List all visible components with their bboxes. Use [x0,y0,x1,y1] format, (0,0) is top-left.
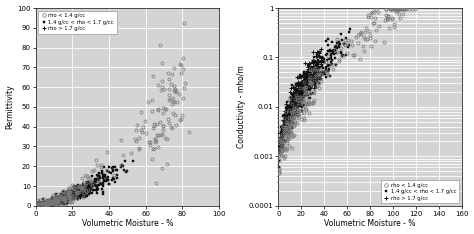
1.4 g/cc < rho < 1.7 g/cc [287,120,292,123]
1.4 g/cc < rho < 1.7 g/cc [84,189,90,192]
rho > 1.7 g/cc [293,112,299,114]
rho < 1.4 g/cc [128,152,134,155]
Legend: rho < 1.4 g/cc, 1.4 g/cc < rho < 1.7 g/cc, rho > 1.7 g/cc: rho < 1.4 g/cc, 1.4 g/cc < rho < 1.7 g/c… [38,11,117,34]
rho < 1.4 g/cc [393,8,399,11]
rho > 1.7 g/cc [283,103,289,106]
1.4 g/cc < rho < 1.7 g/cc [301,91,306,94]
rho > 1.7 g/cc [36,200,42,202]
rho < 1.4 g/cc [280,125,286,128]
1.4 g/cc < rho < 1.7 g/cc [70,191,76,194]
1.4 g/cc < rho < 1.7 g/cc [326,37,331,40]
1.4 g/cc < rho < 1.7 g/cc [122,159,128,162]
1.4 g/cc < rho < 1.7 g/cc [289,113,295,116]
rho < 1.4 g/cc [335,37,340,40]
rho > 1.7 g/cc [41,202,46,205]
Line: rho < 1.4 g/cc: rho < 1.4 g/cc [35,22,190,205]
Legend: rho < 1.4 g/cc, 1.4 g/cc < rho < 1.7 g/cc, rho > 1.7 g/cc: rho < 1.4 g/cc, 1.4 g/cc < rho < 1.7 g/c… [381,180,459,203]
1.4 g/cc < rho < 1.7 g/cc [93,180,99,183]
1.4 g/cc < rho < 1.7 g/cc [74,185,80,188]
1.4 g/cc < rho < 1.7 g/cc [90,185,95,188]
rho > 1.7 g/cc [287,104,292,107]
rho < 1.4 g/cc [42,202,48,205]
1.4 g/cc < rho < 1.7 g/cc [40,202,46,205]
1.4 g/cc < rho < 1.7 g/cc [66,195,72,198]
1.4 g/cc < rho < 1.7 g/cc [331,53,337,55]
1.4 g/cc < rho < 1.7 g/cc [40,202,46,205]
rho < 1.4 g/cc [42,202,48,205]
rho > 1.7 g/cc [37,202,43,205]
1.4 g/cc < rho < 1.7 g/cc [276,165,282,168]
rho > 1.7 g/cc [308,73,314,76]
rho < 1.4 g/cc [45,200,50,203]
1.4 g/cc < rho < 1.7 g/cc [280,144,286,146]
rho > 1.7 g/cc [68,195,74,197]
rho < 1.4 g/cc [285,122,291,125]
rho > 1.7 g/cc [318,48,324,51]
rho < 1.4 g/cc [402,8,408,11]
1.4 g/cc < rho < 1.7 g/cc [347,28,353,30]
rho > 1.7 g/cc [82,184,88,187]
rho < 1.4 g/cc [69,200,75,203]
Y-axis label: Permittivity: Permittivity [6,85,15,129]
rho < 1.4 g/cc [51,196,57,199]
rho < 1.4 g/cc [166,94,172,96]
rho < 1.4 g/cc [147,141,153,143]
rho > 1.7 g/cc [280,125,286,128]
Line: rho > 1.7 g/cc: rho > 1.7 g/cc [277,48,323,153]
rho < 1.4 g/cc [289,147,295,150]
Line: 1.4 g/cc < rho < 1.7 g/cc: 1.4 g/cc < rho < 1.7 g/cc [278,28,351,168]
rho < 1.4 g/cc [303,102,309,105]
rho < 1.4 g/cc [91,169,97,172]
rho < 1.4 g/cc [374,8,379,11]
rho > 1.7 g/cc [310,65,315,68]
rho < 1.4 g/cc [276,172,282,175]
rho > 1.7 g/cc [276,150,282,153]
1.4 g/cc < rho < 1.7 g/cc [341,43,347,46]
1.4 g/cc < rho < 1.7 g/cc [307,77,312,80]
1.4 g/cc < rho < 1.7 g/cc [36,202,41,205]
rho > 1.7 g/cc [35,202,41,205]
rho > 1.7 g/cc [86,188,92,190]
Line: rho > 1.7 g/cc: rho > 1.7 g/cc [35,184,98,205]
rho > 1.7 g/cc [52,200,57,203]
Line: 1.4 g/cc < rho < 1.7 g/cc: 1.4 g/cc < rho < 1.7 g/cc [36,160,134,205]
Y-axis label: Conductivity - mho/m: Conductivity - mho/m [237,66,246,148]
X-axis label: Volumetric Moisture - %: Volumetric Moisture - % [82,219,173,228]
rho > 1.7 g/cc [284,118,290,121]
rho > 1.7 g/cc [49,202,55,205]
rho < 1.4 g/cc [182,22,187,25]
X-axis label: Volumetric Moisture - %: Volumetric Moisture - % [324,219,416,228]
Line: rho < 1.4 g/cc: rho < 1.4 g/cc [277,8,417,175]
rho < 1.4 g/cc [291,125,297,128]
rho > 1.7 g/cc [296,94,302,97]
rho > 1.7 g/cc [62,197,68,200]
